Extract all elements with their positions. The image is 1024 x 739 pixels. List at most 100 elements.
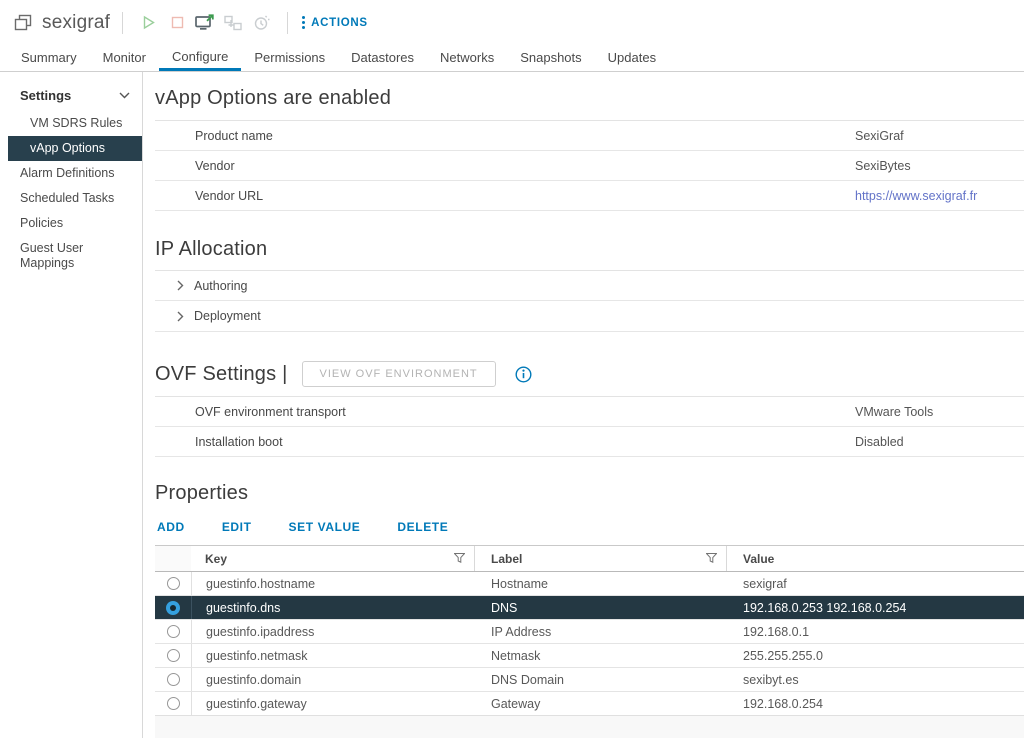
table-row-dns[interactable]: guestinfo.dns DNS 192.168.0.253 192.168.… bbox=[155, 596, 1024, 620]
power-on-icon[interactable] bbox=[135, 10, 163, 36]
ip-allocation-title: IP Allocation bbox=[155, 238, 268, 260]
product-name-value: SexiGraf bbox=[855, 128, 904, 143]
vapp-info-table: Product name SexiGraf Vendor SexiBytes V… bbox=[155, 120, 1024, 211]
sidebar-item-vapp-options[interactable]: vApp Options bbox=[8, 136, 142, 161]
properties-table-header: Key Label Value bbox=[155, 546, 1024, 572]
value-column-header: Value bbox=[727, 546, 1024, 571]
deployment-expander[interactable]: Deployment bbox=[155, 301, 1024, 332]
installation-boot-value: Disabled bbox=[855, 434, 904, 449]
row-value: sexibyt.es bbox=[743, 672, 799, 687]
tab-monitor[interactable]: Monitor bbox=[102, 50, 146, 65]
filter-icon[interactable] bbox=[705, 552, 718, 566]
row-radio-button[interactable] bbox=[166, 649, 180, 662]
table-row-gateway[interactable]: guestinfo.gateway Gateway 192.168.0.254 bbox=[155, 692, 1024, 716]
properties-table: Key Label Value guestinfo.hostnam bbox=[155, 545, 1024, 716]
row-key: guestinfo.gateway bbox=[191, 692, 475, 715]
sidebar-item-alarm-definitions[interactable]: Alarm Definitions bbox=[20, 166, 115, 180]
table-row: OVF environment transport VMware Tools bbox=[155, 397, 1024, 427]
authoring-label: Authoring bbox=[194, 278, 248, 293]
tab-configure[interactable]: Configure bbox=[158, 45, 242, 71]
row-value: sexigraf bbox=[743, 576, 787, 591]
vendor-url-link[interactable]: https://www.sexigraf.fr bbox=[855, 188, 978, 203]
value-column-label: Value bbox=[743, 551, 775, 566]
launch-console-icon[interactable] bbox=[191, 10, 219, 36]
chevron-right-icon bbox=[177, 311, 184, 322]
label-column-label: Label bbox=[491, 551, 523, 566]
actions-button[interactable]: ACTIONS bbox=[302, 16, 368, 29]
sidebar-item-vm-sdrs-rules[interactable]: VM SDRS Rules bbox=[30, 116, 123, 130]
tab-snapshots[interactable]: Snapshots bbox=[520, 50, 582, 65]
chevron-down-icon bbox=[119, 92, 130, 99]
sidebar-group-settings[interactable]: Settings bbox=[0, 84, 142, 111]
tab-summary[interactable]: Summary bbox=[21, 50, 77, 65]
toolbar-divider bbox=[287, 11, 289, 34]
filter-icon[interactable] bbox=[453, 552, 466, 566]
tab-networks[interactable]: Networks bbox=[440, 50, 495, 65]
configure-sidebar: Settings VM SDRS Rules vApp Options Alar… bbox=[0, 72, 143, 738]
power-off-icon[interactable] bbox=[163, 10, 191, 36]
delete-button[interactable]: DELETE bbox=[397, 520, 449, 534]
row-radio-button[interactable] bbox=[166, 600, 180, 615]
vm-title-bar: sexigraf ACTIONS bbox=[0, 0, 1024, 45]
key-column-header: Key bbox=[191, 546, 475, 571]
tab-updates[interactable]: Updates bbox=[607, 50, 657, 65]
row-value: 255.255.255.0 bbox=[743, 648, 823, 663]
page-title: vApp Options are enabled bbox=[155, 87, 392, 109]
vm-icon bbox=[14, 14, 33, 31]
sidebar-item-guest-user-mappings[interactable]: Guest User Mappings bbox=[20, 241, 84, 270]
row-key: guestinfo.ipaddress bbox=[191, 620, 475, 643]
row-key: guestinfo.domain bbox=[191, 668, 475, 691]
row-radio-button[interactable] bbox=[166, 625, 180, 638]
row-label: DNS bbox=[491, 600, 518, 615]
ovf-transport-value: VMware Tools bbox=[855, 404, 934, 419]
row-key: guestinfo.hostname bbox=[191, 572, 475, 595]
row-value: 192.168.0.254 bbox=[743, 696, 823, 711]
table-row-domain[interactable]: guestinfo.domain DNS Domain sexibyt.es bbox=[155, 668, 1024, 692]
sidebar-group-label: Settings bbox=[20, 88, 72, 103]
row-radio-button[interactable] bbox=[166, 697, 180, 710]
edit-settings-icon[interactable] bbox=[247, 10, 275, 36]
label-column-header: Label bbox=[475, 546, 727, 571]
product-name-label: Product name bbox=[195, 128, 273, 143]
table-row-hostname[interactable]: guestinfo.hostname Hostname sexigraf bbox=[155, 572, 1024, 596]
add-button[interactable]: ADD bbox=[157, 520, 185, 534]
row-label: Gateway bbox=[491, 696, 541, 711]
set-value-button[interactable]: SET VALUE bbox=[288, 520, 361, 534]
sidebar-item-scheduled-tasks[interactable]: Scheduled Tasks bbox=[20, 191, 115, 205]
migrate-icon[interactable] bbox=[219, 10, 247, 36]
tab-datastores[interactable]: Datastores bbox=[351, 50, 415, 65]
vendor-value: SexiBytes bbox=[855, 158, 911, 173]
table-row: Installation boot Disabled bbox=[155, 427, 1024, 457]
ip-allocation-accordion: Authoring Deployment bbox=[155, 270, 1024, 332]
installation-boot-label: Installation boot bbox=[195, 434, 283, 449]
toolbar-divider bbox=[122, 11, 124, 34]
table-row-ipaddress[interactable]: guestinfo.ipaddress IP Address 192.168.0… bbox=[155, 620, 1024, 644]
row-radio-button[interactable] bbox=[166, 673, 180, 686]
sidebar-item-policies[interactable]: Policies bbox=[20, 216, 64, 230]
tab-permissions[interactable]: Permissions bbox=[254, 50, 326, 65]
row-label: Netmask bbox=[491, 648, 541, 663]
authoring-expander[interactable]: Authoring bbox=[155, 270, 1024, 301]
content-filler bbox=[155, 715, 1024, 738]
row-value: 192.168.0.253 192.168.0.254 bbox=[743, 600, 907, 615]
ovf-settings-table: OVF environment transport VMware Tools I… bbox=[155, 396, 1024, 457]
table-row: Product name SexiGraf bbox=[155, 121, 1024, 151]
deployment-label: Deployment bbox=[194, 309, 261, 323]
row-radio-button[interactable] bbox=[166, 577, 180, 590]
properties-title: Properties bbox=[155, 482, 249, 504]
table-row-netmask[interactable]: guestinfo.netmask Netmask 255.255.255.0 bbox=[155, 644, 1024, 668]
chevron-right-icon bbox=[177, 280, 184, 291]
ovf-transport-label: OVF environment transport bbox=[195, 404, 346, 419]
row-value: 192.168.0.1 bbox=[743, 624, 810, 639]
row-label: DNS Domain bbox=[491, 672, 564, 687]
ovf-settings-title: OVF Settings | bbox=[155, 362, 288, 385]
row-key: guestinfo.netmask bbox=[191, 644, 475, 667]
table-row: Vendor URL https://www.sexigraf.fr bbox=[155, 181, 1024, 211]
ovf-settings-header: OVF Settings | VIEW OVF ENVIRONMENT bbox=[155, 361, 1024, 387]
vm-name: sexigraf bbox=[42, 11, 111, 33]
info-icon[interactable] bbox=[515, 365, 532, 383]
vendor-url-label: Vendor URL bbox=[195, 188, 264, 203]
view-ovf-environment-button[interactable]: VIEW OVF ENVIRONMENT bbox=[301, 361, 496, 387]
edit-button[interactable]: EDIT bbox=[221, 520, 252, 534]
actions-menu-icon bbox=[302, 16, 306, 29]
